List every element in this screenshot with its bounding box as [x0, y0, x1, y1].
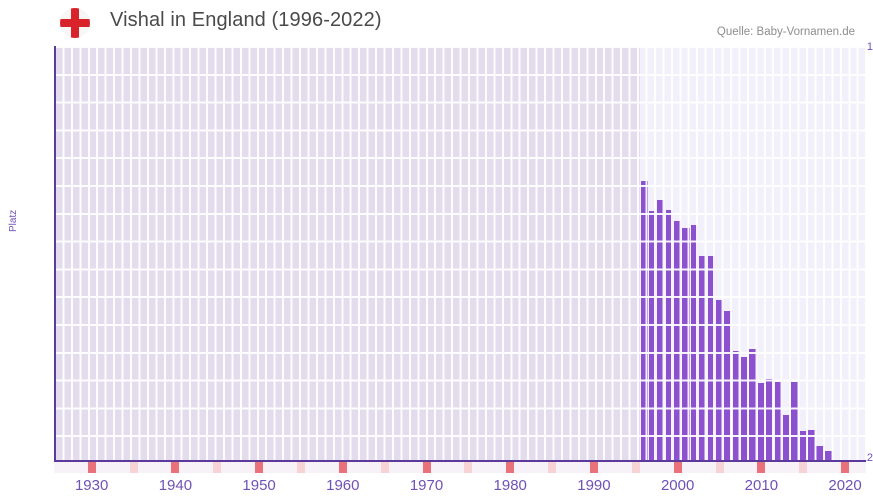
england-flag-icon [60, 8, 90, 38]
bar-2015[interactable] [799, 430, 807, 461]
x-tick-minor-1955 [296, 462, 305, 473]
x-tick-minor-1935 [129, 462, 138, 473]
y-axis-line [54, 46, 56, 462]
bar-2002[interactable] [690, 224, 698, 461]
x-axis-label-2020: 2020 [828, 477, 862, 494]
x-axis-line [54, 460, 866, 462]
bar-2013[interactable] [782, 415, 791, 461]
source-attribution: Quelle: Baby-Vornamen.de [716, 26, 855, 38]
bar-1997[interactable] [648, 210, 657, 461]
x-tick-major-1980 [506, 462, 515, 473]
bar-2004[interactable] [707, 255, 715, 461]
y-axis-title: Platz [8, 209, 19, 232]
bar-2005[interactable] [715, 299, 724, 461]
x-axis-label-1930: 1930 [74, 477, 109, 494]
plot-area [54, 46, 866, 461]
bar-2007[interactable] [732, 351, 740, 461]
x-tick-minor-1965 [380, 462, 389, 473]
page-title: Vishal in England (1996-2022) [110, 9, 382, 31]
x-axis-label-1960: 1960 [326, 477, 360, 494]
x-axis-label-1950: 1950 [242, 477, 276, 494]
x-tick-major-2000 [673, 462, 682, 473]
x-axis-tick-strip [54, 462, 866, 473]
x-tick-major-1990 [589, 462, 598, 473]
x-tick-major-2020 [841, 462, 850, 473]
bar-2003[interactable] [699, 255, 707, 461]
chart-header: Vishal in England (1996-2022) Quelle: Ba… [0, 0, 873, 46]
x-tick-minor-1995 [631, 462, 640, 473]
bar-2017[interactable] [816, 446, 824, 461]
x-axis-label-2010: 2010 [744, 477, 779, 494]
x-axis-label-2000: 2000 [660, 477, 695, 494]
x-axis-label-1980: 1980 [493, 477, 527, 494]
bar-1999[interactable] [665, 209, 673, 461]
bar-2011[interactable] [766, 378, 774, 461]
x-tick-minor-1975 [464, 462, 473, 473]
bar-2000[interactable] [674, 221, 682, 461]
x-tick-major-1960 [338, 462, 347, 473]
bar-2008[interactable] [741, 356, 749, 461]
x-tick-major-1930 [87, 462, 96, 473]
x-tick-major-1950 [255, 462, 264, 473]
x-axis-label-1990: 1990 [577, 477, 611, 494]
y-axis-tick-top: 1 [866, 41, 873, 53]
x-tick-major-1940 [171, 462, 180, 473]
x-tick-major-1970 [422, 462, 431, 473]
bar-2012[interactable] [774, 381, 782, 461]
x-tick-minor-1945 [213, 462, 222, 473]
x-axis-label-1940: 1940 [158, 477, 193, 494]
bar-1998[interactable] [657, 200, 665, 461]
x-axis-label-1970: 1970 [409, 477, 444, 494]
x-tick-minor-2005 [715, 462, 724, 473]
bar-2016[interactable] [808, 429, 816, 461]
bar-2001[interactable] [682, 227, 690, 461]
x-tick-minor-2015 [799, 462, 808, 473]
bar-1996[interactable] [640, 180, 648, 461]
bar-2010[interactable] [757, 383, 765, 461]
bar-2009[interactable] [749, 348, 757, 461]
x-tick-minor-1985 [548, 462, 557, 473]
bar-2014[interactable] [791, 381, 799, 461]
bar-2006[interactable] [724, 310, 732, 461]
x-tick-major-2010 [757, 462, 766, 473]
flag-cross-vertical [71, 8, 79, 38]
